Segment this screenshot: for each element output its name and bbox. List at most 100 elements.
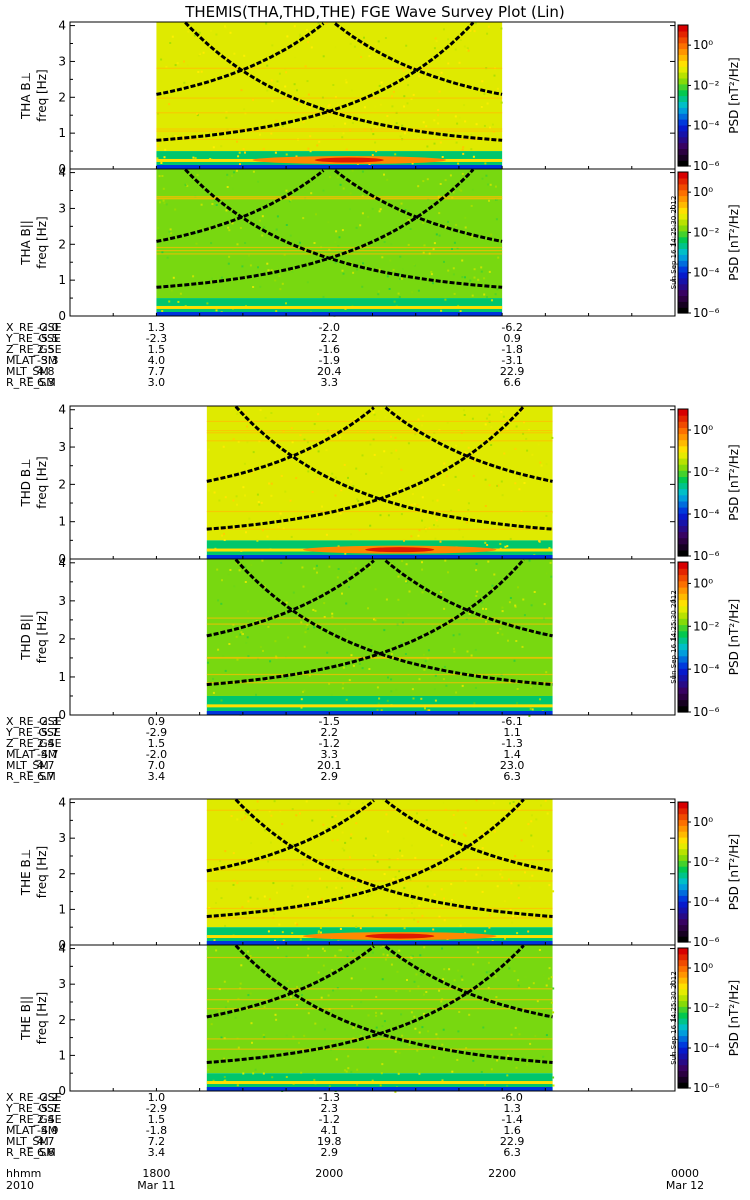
spectrogram-pixel [309,150,312,153]
spectrogram-pixel [334,954,337,957]
spectrogram-pixel [345,148,348,151]
spectrogram-pixel [536,1000,539,1003]
ephemeris-value: -5.5 [37,332,58,345]
spectrogram-pixel [458,188,461,191]
spectrogram-pixel [302,454,305,457]
spectrogram-pixel [357,499,360,502]
colorbar-label: PSD [nT²/Hz] [727,834,741,910]
spectrogram-pixel [438,212,441,215]
spectrogram-pixel [543,476,546,479]
spectrogram-pixel [331,839,334,842]
colorbar-segment [678,549,688,557]
spectrogram-pixel [322,295,325,298]
spectrogram-pixel [442,801,445,804]
spectrogram-pixel [385,914,388,917]
spectrogram-pixel [220,602,223,605]
spectrogram-pixel [462,152,465,155]
spectrogram-pixel [552,1011,555,1014]
spectrogram-pixel [231,222,234,225]
spectrogram-pixel [217,599,220,602]
spectrogram-pixel [350,833,353,836]
spectrogram-pixel [342,187,345,190]
panel-label: THA B⊥ [19,72,33,120]
spectrogram-pixel [471,188,474,191]
spectrogram-pixel [194,157,197,160]
spectrogram-pixel [325,886,328,889]
spectrogram-pixel [311,491,314,493]
spectrogram-pixel [244,151,246,154]
spectrogram-pixel [360,1035,362,1037]
colorbar-segment [678,266,688,273]
spectrogram-pixel [452,634,455,637]
spectrogram-pixel [365,472,368,475]
spectrogram-pixel [296,89,298,92]
spectrogram-pixel [345,81,348,84]
spectrogram-pixel [332,84,335,86]
spectral-line [206,510,553,513]
spectrogram-pixel [461,259,464,262]
ephemeris-value: 2.9 [321,1146,339,1159]
spectrogram-pixel [428,709,431,712]
spectrogram-pixel [467,49,470,52]
spectrogram-pixel [218,821,220,824]
spectrogram-pixel [299,241,301,244]
spectrogram-pixel [220,145,223,148]
spectrogram-pixel [333,662,336,665]
spectrogram-pixel [434,37,437,40]
spectrogram-pixel [545,463,548,466]
spectrogram-pixel [466,47,469,50]
spectrogram-pixel [330,1042,333,1045]
ephemeris-row-label: R_RE_SM [6,376,56,389]
spectrogram-pixel [278,72,281,75]
colorbar-segment [678,464,688,471]
spectrogram-pixel [375,150,378,153]
spectrogram-pixel [307,93,310,96]
spectrogram-pixel [441,1079,444,1082]
spectrogram-pixel [465,521,468,524]
spectrogram-pixel [499,873,502,876]
spectrogram-pixel [270,79,273,82]
spectrogram-pixel [328,565,331,568]
ephemeris-value: 19.8 [317,1135,342,1148]
colorbar-segment [678,907,688,914]
spectrogram-pixel [415,973,418,976]
spectrogram-pixel [269,660,272,663]
spectrogram-pixel [517,984,520,987]
colorbar-segment [678,971,688,978]
spectrogram-pixel [371,951,374,954]
colorbar-segment [678,1053,688,1060]
colorbar-segment [678,113,688,120]
spectrogram-pixel [284,68,287,71]
spectrogram-pixel [305,800,308,803]
spectral-line [206,430,553,432]
spectrogram-pixel [300,698,303,701]
spectral-line [206,1048,553,1050]
spectrogram-pixel [389,259,392,262]
spectrogram-pixel [313,423,316,426]
spectrogram-pixel [380,1012,383,1015]
colorbar-segment [678,130,688,138]
spectrogram-pixel [383,1020,386,1023]
spectrogram-pixel [488,199,490,202]
spectrogram-pixel [514,482,517,485]
spectrogram-pixel [276,80,279,83]
spectrogram-pixel [220,699,223,702]
spectrogram-pixel [228,57,230,59]
spectrogram-pixel [383,241,386,243]
spectrogram-pixel [410,1011,413,1014]
spectrogram-pixel [240,89,243,92]
spectrogram-pixel [387,676,389,679]
spectrogram-pixel [336,576,339,579]
colorbar-segment [678,260,688,267]
colorbar-segment [678,236,688,244]
spectrogram-pixel [433,142,436,145]
y-tick-label: 1 [58,273,66,287]
spectrogram-pixel [334,261,337,264]
spectrogram-pixel [276,538,279,541]
spectrogram-pixel [392,90,395,93]
spectrogram-pixel [391,563,394,566]
spectrogram-pixel [540,632,542,635]
spectrogram-pixel [459,310,462,313]
colorbar-tick-label: 10⁻² [693,1001,720,1015]
